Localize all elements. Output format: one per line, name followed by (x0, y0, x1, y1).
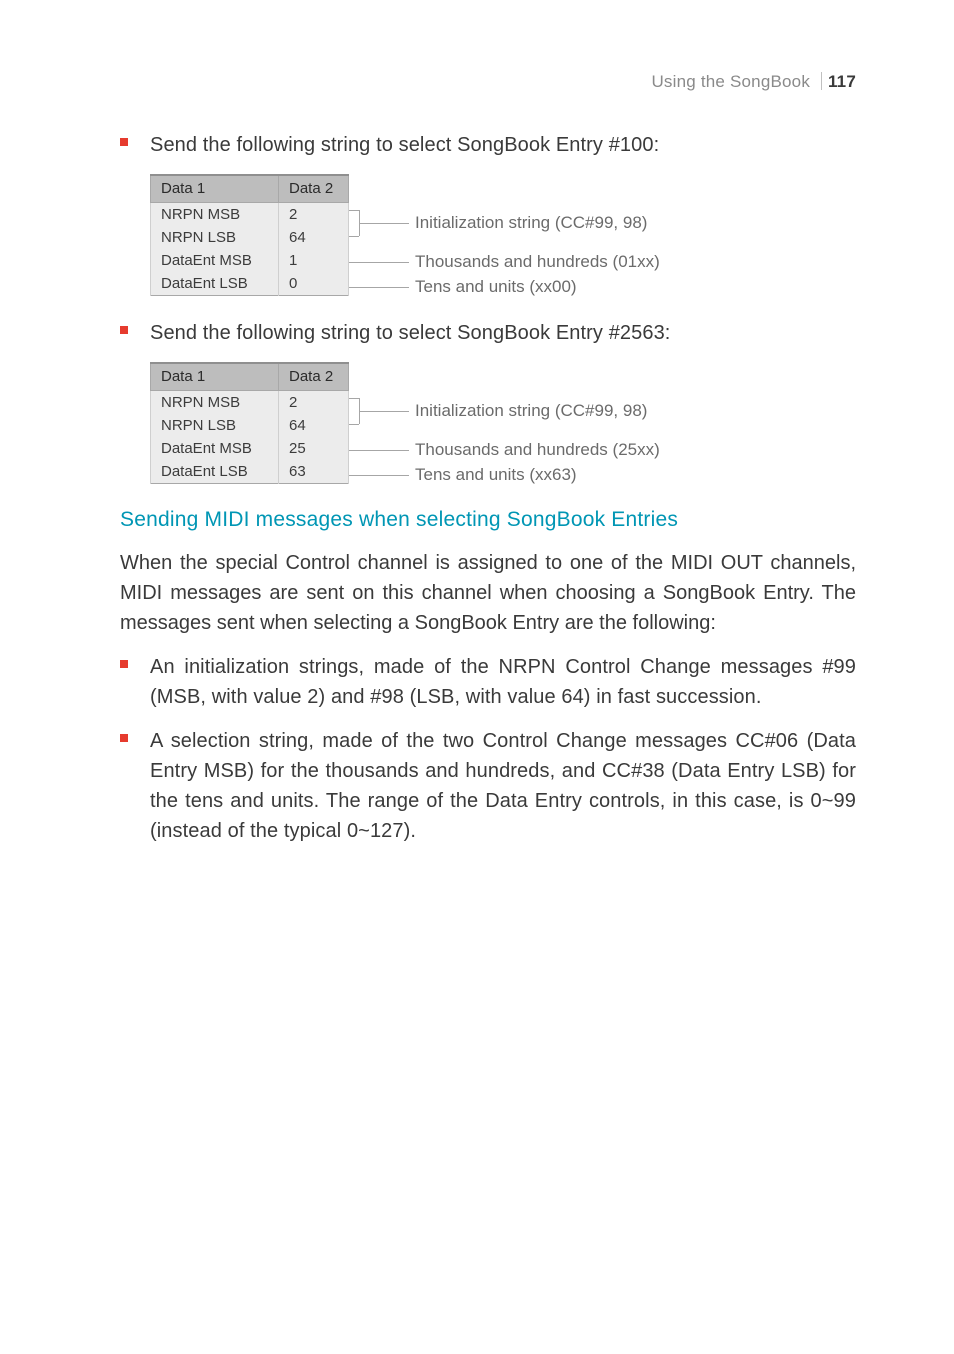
square-bullet-icon (120, 326, 128, 334)
bullet-item-1: Send the following string to select Song… (120, 130, 856, 160)
connector-line (349, 287, 409, 288)
col-header-data1: Data 1 (151, 175, 279, 203)
cell: DataEnt LSB (151, 272, 279, 296)
square-bullet-icon (120, 660, 128, 668)
figure-entry-100: Data 1 Data 2 NRPN MSB 2 NRPN LSB 64 Dat… (150, 174, 856, 296)
bullet-text: Send the following string to select Song… (150, 318, 670, 348)
header-divider (821, 72, 822, 90)
col-header-data1: Data 1 (151, 363, 279, 391)
bullet-item-4: A selection string, made of the two Cont… (120, 726, 856, 846)
cell: 64 (279, 414, 349, 437)
connector-line (349, 262, 409, 263)
annotation-tens: Tens and units (xx00) (415, 277, 577, 297)
cell: NRPN MSB (151, 203, 279, 227)
connector-line (349, 236, 359, 237)
annotation-init: Initialization string (CC#99, 98) (415, 401, 647, 421)
section-heading: Sending MIDI messages when selecting Son… (120, 508, 856, 532)
connector-line (349, 398, 359, 399)
cell: 0 (279, 272, 349, 296)
connector-line (349, 450, 409, 451)
figure-entry-2563: Data 1 Data 2 NRPN MSB 2 NRPN LSB 64 Dat… (150, 362, 856, 484)
annotation-thousands: Thousands and hundreds (01xx) (415, 252, 660, 272)
cell: NRPN LSB (151, 226, 279, 249)
cell: NRPN LSB (151, 414, 279, 437)
table-row: NRPN LSB 64 (151, 226, 349, 249)
table-row: NRPN MSB 2 (151, 203, 349, 227)
table-row: DataEnt LSB 63 (151, 460, 349, 484)
table-header-row: Data 1 Data 2 (151, 175, 349, 203)
cell: 1 (279, 249, 349, 272)
cell: 63 (279, 460, 349, 484)
connector-line (359, 411, 409, 412)
midi-table-2: Data 1 Data 2 NRPN MSB 2 NRPN LSB 64 Dat… (150, 362, 349, 484)
col-header-data2: Data 2 (279, 175, 349, 203)
connector-line (349, 424, 359, 425)
cell: 2 (279, 203, 349, 227)
bullet-item-2: Send the following string to select Song… (120, 318, 856, 348)
running-header: Using the SongBook 117 (120, 72, 856, 92)
table-row: DataEnt MSB 1 (151, 249, 349, 272)
annotation-thousands: Thousands and hundreds (25xx) (415, 440, 660, 460)
cell: 64 (279, 226, 349, 249)
connector-line (359, 223, 409, 224)
midi-table-1: Data 1 Data 2 NRPN MSB 2 NRPN LSB 64 Dat… (150, 174, 349, 296)
bullet-item-3: An initialization strings, made of the N… (120, 652, 856, 712)
annotation-tens: Tens and units (xx63) (415, 465, 577, 485)
cell: DataEnt MSB (151, 437, 279, 460)
table-row: DataEnt MSB 25 (151, 437, 349, 460)
bullet-text: An initialization strings, made of the N… (150, 652, 856, 712)
cell: 2 (279, 391, 349, 415)
section-paragraph: When the special Control channel is assi… (120, 548, 856, 638)
col-header-data2: Data 2 (279, 363, 349, 391)
page: Using the SongBook 117 Send the followin… (0, 0, 954, 846)
square-bullet-icon (120, 138, 128, 146)
cell: DataEnt LSB (151, 460, 279, 484)
connector-line (349, 475, 409, 476)
table-row: NRPN LSB 64 (151, 414, 349, 437)
section-name: Using the SongBook (651, 72, 810, 91)
page-number: 117 (828, 72, 856, 91)
square-bullet-icon (120, 734, 128, 742)
table-row: NRPN MSB 2 (151, 391, 349, 415)
cell: DataEnt MSB (151, 249, 279, 272)
connector-line (349, 210, 359, 211)
bullet-text: Send the following string to select Song… (150, 130, 659, 160)
table-row: DataEnt LSB 0 (151, 272, 349, 296)
cell: NRPN MSB (151, 391, 279, 415)
bullet-text: A selection string, made of the two Cont… (150, 726, 856, 846)
annotation-init: Initialization string (CC#99, 98) (415, 213, 647, 233)
table-header-row: Data 1 Data 2 (151, 363, 349, 391)
cell: 25 (279, 437, 349, 460)
